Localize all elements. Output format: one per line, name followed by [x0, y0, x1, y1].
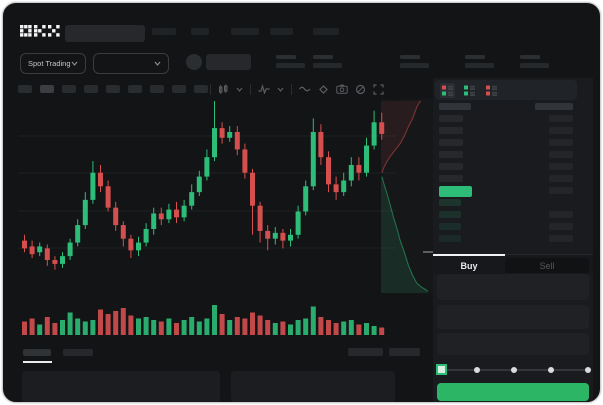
orders-filter-button[interactable] [348, 348, 383, 356]
search-input[interactable] [65, 25, 145, 42]
settings-circle-icon[interactable] [355, 84, 366, 95]
okx-logo [20, 25, 60, 37]
wave-drawing-icon[interactable] [299, 85, 311, 93]
interval-button[interactable] [18, 85, 32, 93]
slider-stop[interactable] [585, 367, 591, 373]
order-book-row-bar[interactable] [549, 139, 573, 146]
order-book-row-bar[interactable] [439, 163, 463, 170]
tab-buy[interactable]: Buy [460, 260, 478, 271]
orders-table-panel [22, 371, 220, 402]
order-book-row-bar[interactable] [439, 151, 463, 158]
market-selector-label: Spot Trading [28, 59, 71, 68]
chevron-down-icon [71, 61, 78, 66]
order-book-row-bar[interactable] [549, 175, 573, 182]
orders-table-panel [231, 371, 395, 402]
pair-selector-dropdown[interactable] [93, 53, 169, 74]
interval-button[interactable] [150, 85, 164, 93]
chart-toolbar [210, 81, 384, 97]
price-chart[interactable] [18, 99, 433, 343]
order-book-row-bar[interactable] [549, 211, 573, 218]
market-stat [465, 55, 494, 68]
bids-book-icon[interactable] [462, 83, 477, 98]
interval-button[interactable] [106, 85, 120, 93]
orders-tab-underline [23, 361, 52, 363]
nav-item[interactable] [313, 28, 339, 35]
amount-input[interactable] [437, 305, 589, 329]
order-book-row-bar[interactable] [549, 163, 573, 170]
order-book-row-bar[interactable] [439, 199, 461, 206]
ob-header-amount-col [535, 103, 573, 110]
indicators-icon[interactable] [258, 84, 270, 94]
order-book-row-bar[interactable] [439, 127, 463, 134]
market-stat [400, 55, 429, 68]
chevron-down-icon[interactable] [236, 87, 243, 92]
trade-panel: Buy Sell [433, 78, 593, 402]
market-selector-dropdown[interactable]: Spot Trading [20, 53, 86, 74]
chevron-down-icon[interactable] [277, 87, 284, 92]
order-book-row-bar[interactable] [439, 175, 463, 182]
interval-button[interactable] [128, 85, 142, 93]
divider [291, 83, 292, 95]
interval-button[interactable] [40, 85, 54, 93]
amount-slider[interactable] [436, 364, 591, 376]
last-price-indicator[interactable] [439, 186, 472, 197]
orders-tab-active[interactable] [23, 349, 51, 356]
nav-item[interactable] [152, 28, 176, 35]
slider-handle[interactable] [436, 364, 447, 375]
combined-book-icon[interactable] [440, 82, 455, 98]
interval-button[interactable] [62, 85, 76, 93]
slider-stop[interactable] [511, 367, 517, 373]
interval-button[interactable] [84, 85, 98, 93]
order-book-row-bar[interactable] [439, 211, 461, 218]
order-book-row-bar[interactable] [439, 223, 461, 230]
order-book-row-bar[interactable] [549, 115, 573, 122]
interval-button[interactable] [172, 85, 186, 93]
order-book-row-bar[interactable] [549, 151, 573, 158]
order-book-toolbar [435, 80, 577, 100]
chart-type-icon[interactable] [218, 84, 229, 95]
order-book-row-bar[interactable] [439, 139, 463, 146]
trade-tabs: Buy Sell [433, 254, 593, 274]
orders-filter-button[interactable] [389, 348, 420, 356]
nav-item[interactable] [191, 28, 209, 35]
fullscreen-icon[interactable] [373, 83, 384, 95]
order-book-row-bar[interactable] [549, 187, 573, 194]
camera-snapshot-icon[interactable] [336, 84, 348, 94]
coin-avatar [186, 54, 202, 70]
nav-item[interactable] [270, 28, 293, 35]
order-book-row-bar[interactable] [439, 235, 461, 242]
nav-item[interactable] [231, 28, 259, 35]
last-price-skeleton [206, 54, 251, 70]
ob-header-price-col [439, 103, 471, 110]
slider-stop[interactable] [474, 367, 480, 373]
depth-chart [381, 100, 433, 293]
brush-diamond-icon[interactable] [318, 84, 329, 95]
slider-stop[interactable] [548, 367, 554, 373]
divider [210, 83, 211, 95]
price-input[interactable] [437, 274, 589, 300]
asks-book-icon[interactable] [484, 83, 499, 98]
volume-bars [22, 305, 385, 335]
buy-button[interactable] [437, 383, 589, 401]
order-book-row-bar[interactable] [549, 127, 573, 134]
gridlines [18, 135, 396, 249]
order-book-row-bar[interactable] [549, 235, 573, 242]
tab-sell[interactable]: Sell [505, 258, 589, 273]
active-tab-underline [433, 254, 505, 256]
market-stat [520, 55, 549, 68]
order-book-row-bar[interactable] [549, 223, 573, 230]
interval-button[interactable] [194, 85, 208, 93]
depth-price-marker [423, 251, 433, 253]
orders-tab[interactable] [63, 349, 93, 356]
market-stat [276, 55, 305, 68]
candles [22, 100, 385, 270]
order-book-row-bar[interactable] [439, 115, 463, 122]
market-stat [313, 55, 342, 68]
total-input[interactable] [437, 333, 589, 355]
divider [250, 83, 251, 95]
chevron-down-icon [154, 61, 161, 66]
